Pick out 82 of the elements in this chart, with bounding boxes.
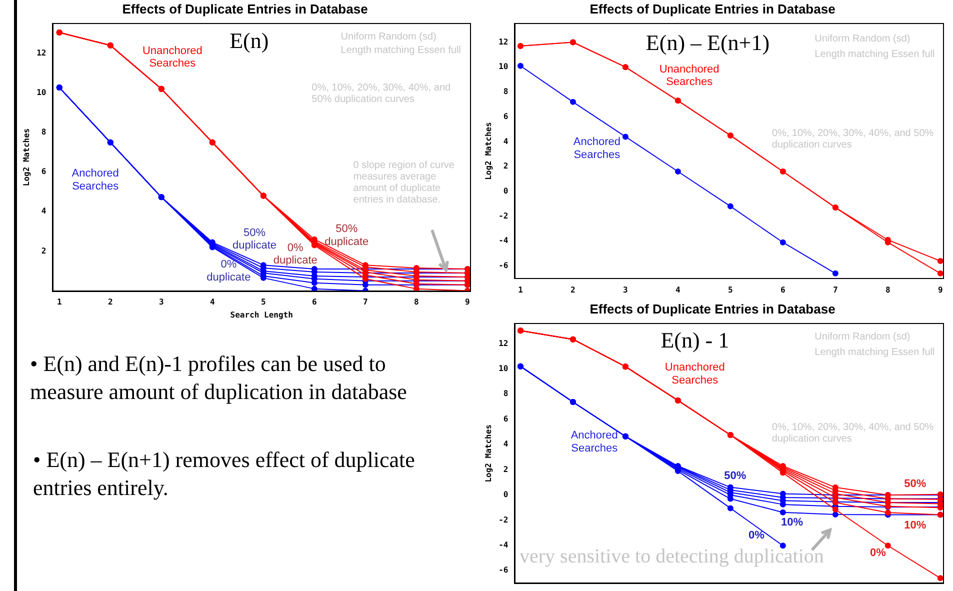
y-tick-label: 6 — [503, 112, 508, 121]
annotation: 0 slope region of curve measures average amount of duplicate entries in database. — [353, 160, 455, 206]
annotation: 10% — [904, 519, 926, 532]
annotation: 0% — [748, 529, 765, 542]
x-tick-label: 8 — [414, 298, 420, 307]
x-tick-label: 8 — [885, 285, 890, 294]
x-tick-label: 4 — [676, 285, 681, 294]
annotation: Uniform Random (sd) — [814, 331, 910, 342]
annotation: Uniform Random (sd) — [814, 34, 910, 45]
annotation: 50% duplicate — [232, 226, 277, 252]
annotation: 10% — [780, 516, 804, 529]
annotation: 50% — [724, 470, 746, 482]
x-tick-label: 9 — [465, 298, 470, 307]
annotation: Length matching Essen full — [814, 346, 935, 358]
annotation: 0%, 10%, 20%, 30%, 40%, and 50% duplication curves — [312, 82, 451, 105]
y-tick-label: 12 — [498, 37, 508, 46]
y-tick-label: 8 — [503, 389, 508, 398]
x-tick-label: 1 — [56, 298, 62, 307]
annotation: Unanchored Searches — [659, 64, 720, 88]
x-tick-label: 2 — [108, 298, 113, 307]
x-tick-label: 7 — [832, 285, 838, 294]
annotation: Unanchored Searches — [664, 362, 725, 386]
y-tick-label: 4 — [41, 206, 46, 216]
y-tick-label: -6 — [498, 261, 508, 270]
y-tick-label: 6 — [503, 414, 508, 424]
y-tick-label: 8 — [41, 128, 46, 137]
text: • E(n) and E(n)-1 profiles can be used to measure amount of duplication in database — [30, 350, 408, 406]
annotation: 0%, 10%, 20%, 30%, 40%, and 50% duplication curves — [772, 422, 934, 445]
annotation: E(n) - 1 — [660, 328, 730, 353]
annotation: Anchored Searches — [72, 168, 120, 192]
y-tick-label: 8 — [503, 87, 508, 96]
chart-title: Effects of Duplicate Entries in Database — [590, 301, 836, 316]
y-tick-label: -2 — [498, 515, 508, 524]
annotation: 50% — [904, 478, 926, 490]
annotation: E(n) — [230, 28, 269, 54]
y-tick-label: -4 — [498, 540, 508, 550]
x-tick-label: 4 — [210, 298, 215, 307]
y-tick-label: 4 — [503, 440, 508, 449]
y-axis-title: Log2 Matches — [484, 424, 493, 482]
x-tick-label: 2 — [570, 285, 576, 294]
y-tick-label: 4 — [503, 136, 508, 146]
x-tick-label: 5 — [728, 285, 734, 294]
y-tick-label: 2 — [503, 464, 508, 474]
x-tick-label: 7 — [363, 298, 368, 307]
y-tick-label: -2 — [498, 211, 508, 220]
y-tick-label: 0 — [503, 490, 508, 500]
annotation: 0%, 10%, 20%, 30%, 40%, and 50% duplication curves — [772, 128, 934, 150]
x-tick-label: 9 — [938, 285, 943, 294]
x-tick-label: 6 — [312, 298, 317, 307]
annotation: 0% duplicate — [206, 258, 251, 284]
annotation: Anchored Searches — [570, 430, 618, 454]
x-axis-title: Search Length — [230, 310, 294, 320]
chart-title: Effects of Duplicate Entries in Database — [590, 1, 836, 16]
text: • E(n) – E(n+1) removes effect of duplicate entries entirely. — [33, 446, 416, 502]
y-tick-label: 12 — [36, 48, 46, 58]
y-axis-title: Log2 Matches — [484, 122, 493, 180]
annotation: very sensitive to detecting duplication — [520, 545, 824, 568]
annotation: Anchored Searches — [573, 136, 621, 161]
x-tick-label: 3 — [158, 298, 164, 307]
x-tick-label: 3 — [623, 285, 628, 294]
y-tick-label: 10 — [498, 62, 508, 72]
annotation: 50% duplicate — [324, 223, 369, 248]
y-tick-label: 2 — [41, 246, 46, 256]
y-axis-title: Log2 Matches — [22, 128, 31, 186]
annotation: Length matching Essen full — [814, 48, 935, 60]
y-tick-label: 10 — [36, 88, 46, 97]
y-tick-label: 2 — [503, 162, 508, 171]
y-tick-label: -6 — [498, 566, 508, 575]
y-tick-label: 12 — [498, 338, 508, 348]
annotation: 0% — [870, 546, 886, 559]
annotation: Unanchored Searches — [142, 44, 202, 70]
x-tick-label: 6 — [780, 285, 786, 294]
annotation: Uniform Random (sd) — [340, 32, 436, 43]
y-tick-label: 10 — [498, 364, 508, 374]
y-tick-label: 6 — [41, 167, 46, 176]
y-tick-label: -4 — [498, 236, 508, 246]
y-tick-label: 0 — [503, 186, 508, 196]
x-tick-label: 5 — [260, 298, 266, 307]
annotation: E(n) – E(n+1) — [646, 30, 770, 55]
annotation: Length matching Essen full — [340, 45, 461, 56]
x-tick-label: 1 — [518, 285, 524, 294]
chart-title: Effects of Duplicate Entries in Database — [122, 1, 368, 16]
